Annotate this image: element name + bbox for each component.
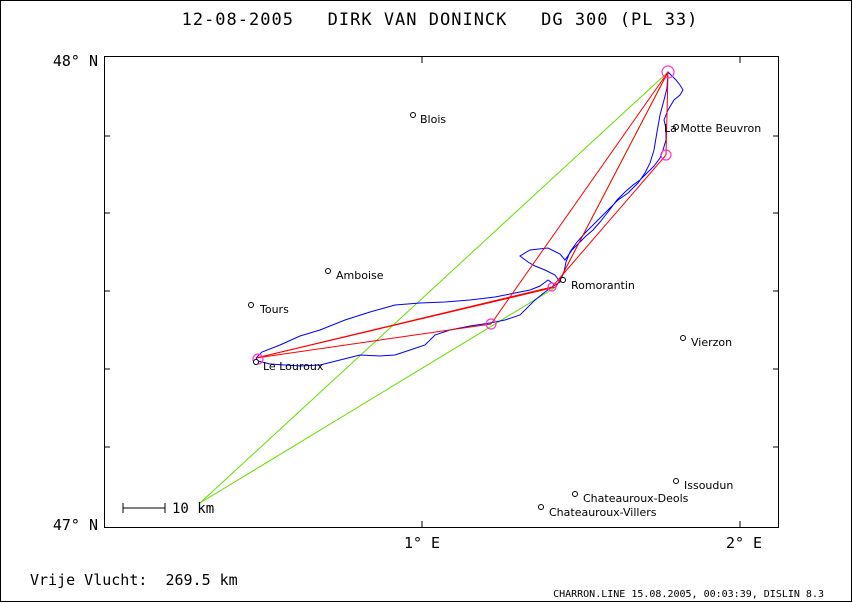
city-marker [673, 478, 679, 484]
lon-label-1: 1° E [404, 534, 440, 552]
city-label: Amboise [336, 269, 384, 282]
city-tours: Tours [248, 302, 289, 316]
city-marker [410, 112, 416, 118]
city-label: Blois [420, 113, 446, 126]
turnpoint-2 [660, 149, 672, 161]
turnpoint-1 [661, 65, 675, 79]
free-flight-distance: Vrije Vlucht: 269.5 km [30, 571, 238, 589]
city-le-louroux: Le Louroux [253, 359, 324, 373]
city-marker [248, 302, 254, 308]
city-marker [538, 504, 544, 510]
city-label: Tours [259, 303, 289, 316]
city-romorantin: Romorantin [560, 277, 635, 292]
city-marker [560, 277, 566, 283]
scale-bar: 10 km [122, 501, 214, 517]
city-label: Le Louroux [263, 360, 324, 373]
axis-ticks [104, 57, 779, 527]
flight-track [255, 70, 684, 367]
map-plot-frame [104, 56, 779, 528]
city-marker [253, 359, 259, 365]
city-marker [572, 491, 578, 497]
city-label: Vierzon [691, 336, 732, 349]
scale-bar-label: 10 km [172, 501, 214, 517]
city-blois: Blois [410, 112, 446, 126]
city-chateauroux-villers: Chateauroux-Villers [538, 504, 657, 519]
city-label: Chateauroux-Villers [549, 506, 657, 519]
city-issoudun: Issoudun [673, 478, 733, 492]
city-marker [673, 124, 679, 130]
turnpoints [252, 65, 675, 365]
city-marker [680, 335, 686, 341]
city-vierzon: Vierzon [680, 335, 732, 349]
chart-title: 12-08-2005 DIRK VAN DONINCK DG 300 (PL 3… [182, 10, 699, 30]
city-amboise: Amboise [325, 268, 384, 282]
turnpoint-3 [547, 282, 557, 292]
lon-label-2: 2° E [726, 534, 762, 552]
optimized-route [255, 71, 669, 359]
city-label: Romorantin [571, 279, 635, 292]
city-label: La Motte Beuvron [664, 122, 761, 135]
lat-label-top: 48° N [53, 52, 98, 70]
city-label: Issoudun [684, 479, 733, 492]
footer-note: CHARRON.LINE 15.08.2005, 00:03:39, DISLI… [553, 589, 824, 600]
city-chateauroux-deols: Chateauroux-Deols [572, 491, 689, 505]
city-label: Chateauroux-Deols [583, 492, 689, 505]
city-la-motte-beuvron: La Motte Beuvron [664, 122, 761, 135]
turnpoint-4 [485, 318, 497, 330]
lat-label-bottom: 47° N [53, 516, 98, 534]
city-marker [325, 268, 331, 274]
